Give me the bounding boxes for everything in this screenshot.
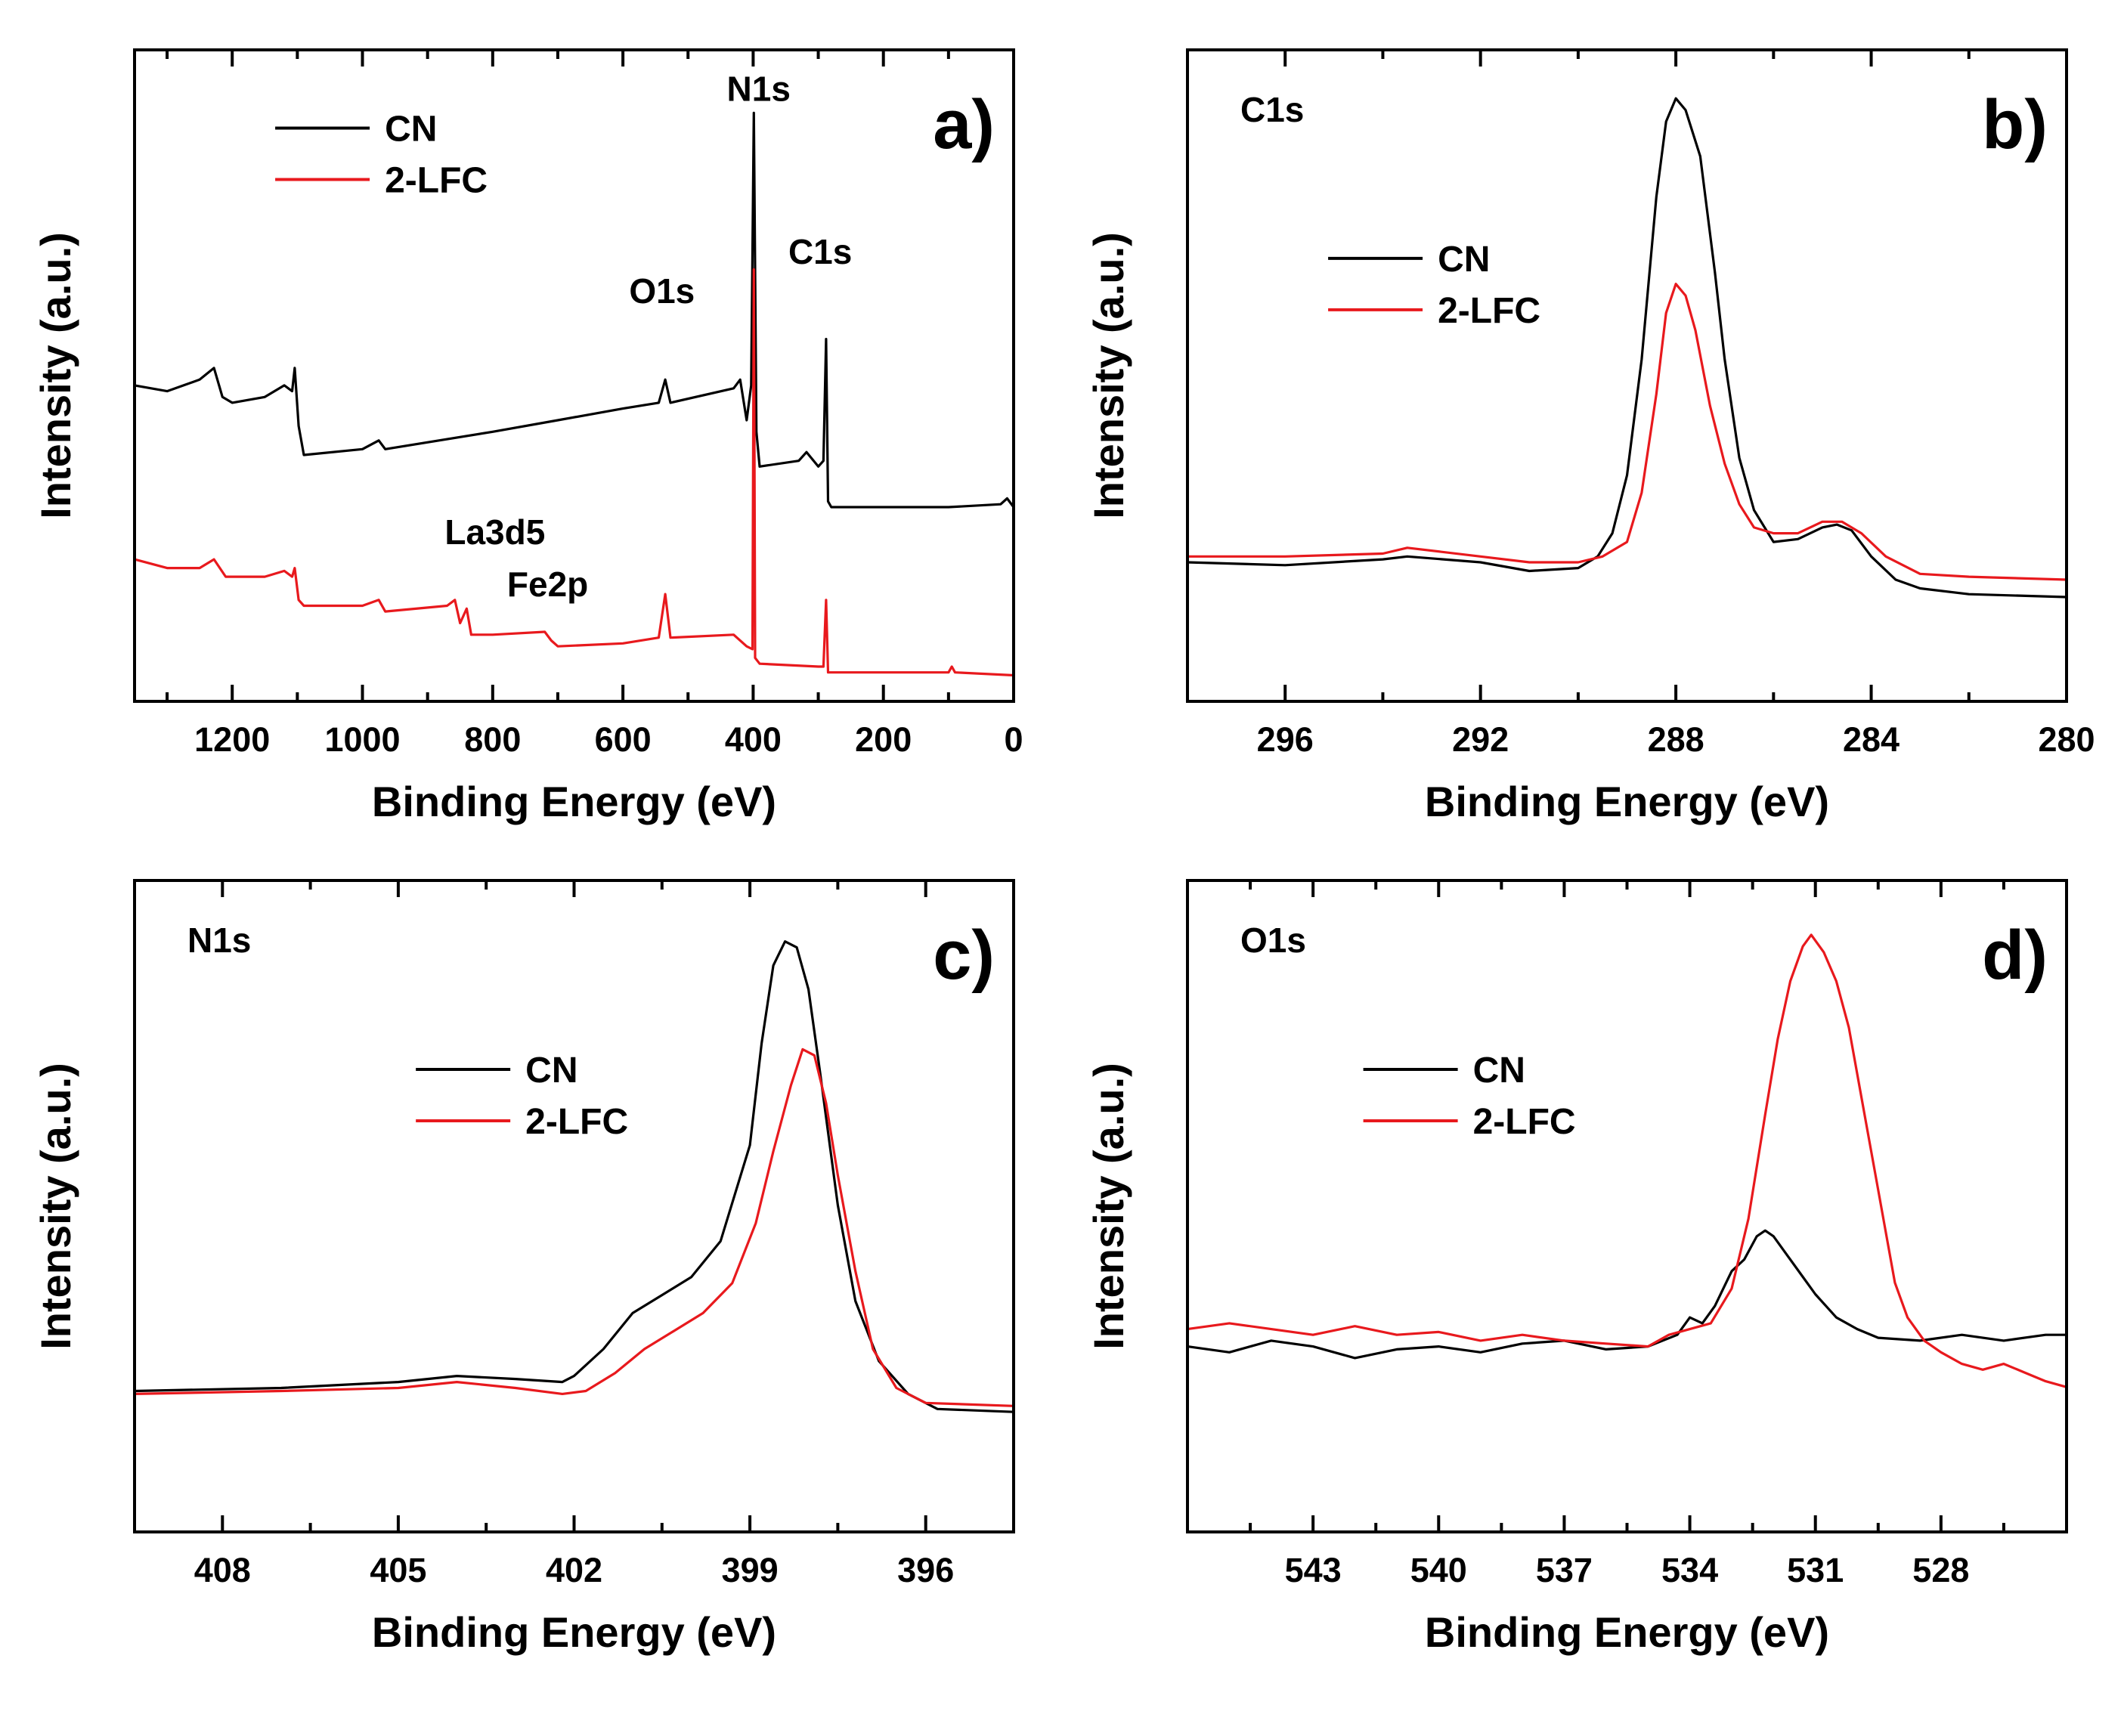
panel-label-a: a) (933, 86, 995, 163)
legend-label-cn-d: CN (1473, 1051, 1525, 1091)
plot-frame-d (1186, 879, 2068, 1533)
x-tick-label-d-1: 540 (1410, 1551, 1467, 1589)
peak-annotation-fe2p: Fe2p (507, 565, 588, 604)
x-tick-label-a-6: 0 (1004, 720, 1023, 759)
x-tick-label-a-2: 800 (464, 720, 521, 759)
y-axis-label-c: Intensity (a.u.) (32, 1063, 79, 1350)
peak-annotation-c1s: C1s (788, 232, 852, 271)
x-tick-label-b-0: 296 (1257, 720, 1314, 759)
plot-frame-c (133, 879, 1015, 1533)
x-tick-label-a-4: 400 (725, 720, 782, 759)
panel-b: 296 292 288 284 280 Binding Energy (eV) Intens… (1085, 48, 2095, 825)
x-tick-label-c-0: 408 (194, 1551, 251, 1589)
series-line-2-lfc-a (134, 268, 1014, 677)
legend-label-cn-b: CN (1438, 240, 1490, 280)
panel-label-d: d) (1982, 917, 2048, 994)
series-line-cn-a (134, 111, 1015, 509)
x-axis-label-d: Binding Energy (eV) (1425, 1608, 1829, 1656)
x-tick-label-c-4: 396 (897, 1551, 954, 1589)
series-line-2-lfc-c (134, 1047, 1014, 1407)
panel-c: 408 405 402 399 396 Binding Energy (eV) Intens… (32, 879, 1015, 1656)
series-line-2-lfc-d (1187, 933, 2067, 1388)
x-tick-label-d-0: 543 (1285, 1551, 1342, 1589)
corner-label-d: O1s (1240, 921, 1306, 960)
legend-label-2-lfc-c: 2-LFC (525, 1102, 628, 1142)
y-axis-label-d: Intensity (a.u.) (1085, 1063, 1132, 1350)
x-tick-label-d-4: 531 (1787, 1551, 1844, 1589)
panel-a: 1200 1000 800 600 400 200 0 Binding Energy (eV)… (32, 48, 1023, 825)
peak-annotation-n1s: N1s (727, 70, 791, 109)
panel-label-b: b) (1982, 86, 2048, 163)
x-tick-label-c-1: 405 (370, 1551, 426, 1589)
peak-annotation-la3d5: La3d5 (444, 512, 545, 552)
x-tick-label-a-1: 1000 (324, 720, 400, 759)
x-tick-label-a-5: 200 (855, 720, 912, 759)
x-tick-label-b-2: 288 (1648, 720, 1704, 759)
x-tick-label-a-3: 600 (595, 720, 652, 759)
x-tick-label-b-4: 280 (2038, 720, 2095, 759)
legend-label-cn-c: CN (525, 1051, 577, 1091)
legend-label-2-lfc-d: 2-LFC (1473, 1102, 1576, 1142)
x-tick-label-a-0: 1200 (194, 720, 270, 759)
peak-annotation-o1s: O1s (629, 271, 695, 311)
series-line-cn-c (134, 940, 1014, 1413)
legend-label-2-lfc-a: 2-LFC (385, 160, 488, 200)
x-tick-label-d-5: 528 (1912, 1551, 1969, 1589)
x-axis-label-b: Binding Energy (eV) (1425, 778, 1829, 825)
panel-label-c: c) (933, 917, 995, 994)
corner-label-b: C1s (1240, 90, 1304, 129)
x-tick-label-d-2: 537 (1536, 1551, 1593, 1589)
plot-frame-b (1186, 48, 2068, 703)
series-line-2-lfc-b (1187, 283, 2067, 581)
legend-label-cn-a: CN (385, 109, 437, 149)
x-tick-label-c-2: 402 (546, 1551, 602, 1589)
plot-frame-a (133, 48, 1015, 703)
x-tick-label-b-1: 292 (1452, 720, 1509, 759)
series-line-cn-b (1187, 97, 2067, 599)
y-axis-label-a: Intensity (a.u.) (32, 232, 79, 519)
y-axis-label-b: Intensity (a.u.) (1085, 232, 1132, 519)
panel-d: 543 540 537 534 531 528 Binding Energy (eV) Int… (1085, 879, 2068, 1656)
x-axis-label-c: Binding Energy (eV) (372, 1608, 776, 1656)
x-tick-label-c-3: 399 (722, 1551, 779, 1589)
x-tick-label-b-3: 284 (1843, 720, 1900, 759)
series-line-cn-d (1187, 1229, 2067, 1360)
x-axis-label-a: Binding Energy (eV) (372, 778, 776, 825)
legend-label-2-lfc-b: 2-LFC (1438, 291, 1540, 331)
corner-label-c: N1s (187, 921, 251, 960)
x-tick-label-d-3: 534 (1661, 1551, 1718, 1589)
